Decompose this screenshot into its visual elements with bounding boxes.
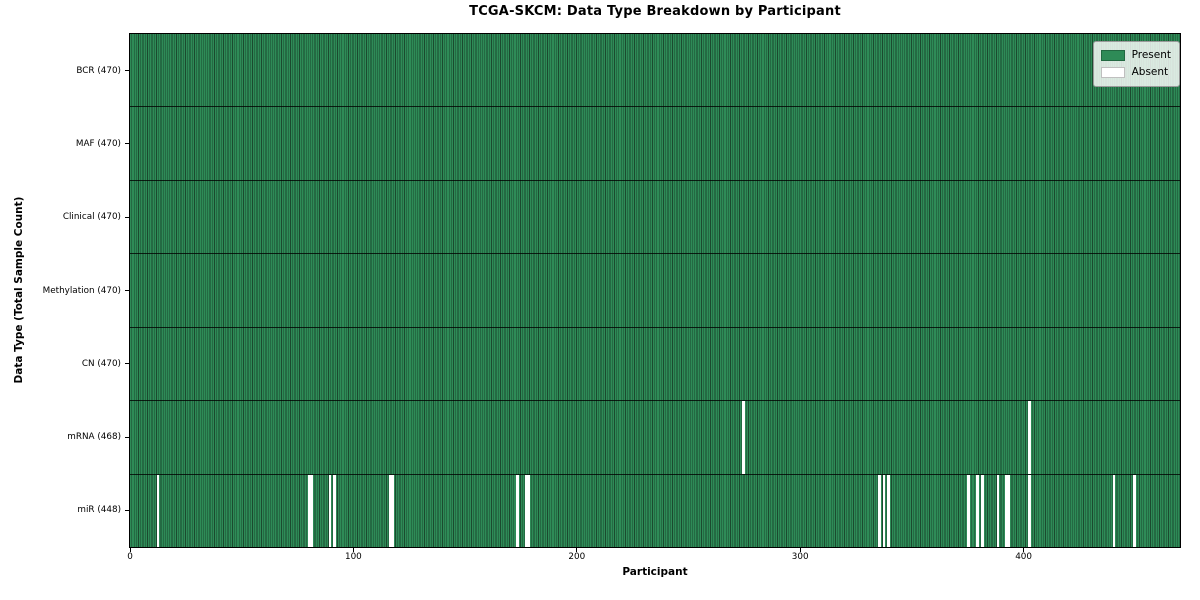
heatmap-row-Clinical xyxy=(130,179,1180,254)
absent-mark xyxy=(996,474,1000,547)
x-tick-label: 0 xyxy=(127,552,133,562)
absent-mark xyxy=(1027,474,1031,547)
x-tick-label: 200 xyxy=(568,552,586,562)
absent-mark xyxy=(1112,474,1116,547)
absent-mark xyxy=(516,474,519,547)
y-tick-label: miR (448) xyxy=(77,505,121,516)
y-tick-mark xyxy=(125,290,129,291)
absent-mark xyxy=(527,474,531,547)
y-tick-mark xyxy=(125,70,129,72)
y-tick-mark xyxy=(125,509,129,511)
absent-mark xyxy=(388,474,392,547)
legend-entry-present: Present xyxy=(1100,47,1171,64)
y-tick-mark xyxy=(125,363,129,365)
absent-swatch-icon xyxy=(1100,67,1125,78)
absent-mark xyxy=(333,474,336,547)
y-tick-mark xyxy=(125,436,129,438)
absent-mark xyxy=(391,474,394,547)
x-tick-label: 300 xyxy=(791,552,809,562)
present-swatch-icon xyxy=(1100,50,1125,61)
absent-mark xyxy=(976,474,980,547)
x-tick-mark xyxy=(129,548,131,552)
y-tick-label: Methylation (470) xyxy=(42,285,121,296)
x-tick-mark xyxy=(1023,548,1025,552)
y-tick-label: mRNA (468) xyxy=(67,432,121,443)
absent-mark xyxy=(156,474,160,547)
x-tick-mark xyxy=(799,548,801,552)
absent-mark xyxy=(1007,474,1011,547)
x-tick-label: 100 xyxy=(344,552,362,562)
heatmap-row-mRNA xyxy=(130,400,1180,474)
absent-mark xyxy=(980,474,984,547)
heatmap-row-miR xyxy=(130,473,1180,547)
absent-mark xyxy=(887,474,890,547)
absent-mark xyxy=(967,474,971,547)
heatmap-row-Methylation xyxy=(130,253,1180,327)
legend-label-absent: Absent xyxy=(1131,66,1169,78)
chart-title: TCGA-SKCM: Data Type Breakdown by Partic… xyxy=(469,4,841,19)
absent-mark xyxy=(1132,474,1136,547)
absent-mark xyxy=(310,474,314,547)
legend-entry-absent: Absent xyxy=(1100,64,1171,81)
y-tick-label: CN (470) xyxy=(81,358,121,369)
absent-mark xyxy=(882,474,886,547)
heatmap-row-MAF xyxy=(130,106,1180,180)
x-tick-mark xyxy=(576,548,578,552)
y-tick-label: MAF (470) xyxy=(75,138,121,149)
absent-mark xyxy=(1005,474,1009,547)
x-axis-label: Participant xyxy=(622,566,688,578)
y-tick-mark xyxy=(125,216,129,218)
y-tick-label: BCR (470) xyxy=(76,65,121,76)
y-tick-mark xyxy=(125,143,129,145)
absent-mark xyxy=(741,401,745,474)
heatmap-plot-area xyxy=(129,33,1181,548)
legend-label-present: Present xyxy=(1131,49,1171,61)
x-tick-label: 400 xyxy=(1015,552,1033,562)
legend: Present Absent xyxy=(1092,41,1180,87)
heatmap-row-CN xyxy=(130,326,1180,401)
absent-mark xyxy=(308,474,312,547)
absent-mark xyxy=(328,474,332,547)
absent-mark xyxy=(1027,401,1031,474)
absent-mark xyxy=(878,474,881,547)
y-tick-label: Clinical (470) xyxy=(62,212,121,223)
absent-mark xyxy=(525,474,528,547)
heatmap-row-BCR xyxy=(130,34,1180,107)
x-tick-mark xyxy=(352,548,354,552)
